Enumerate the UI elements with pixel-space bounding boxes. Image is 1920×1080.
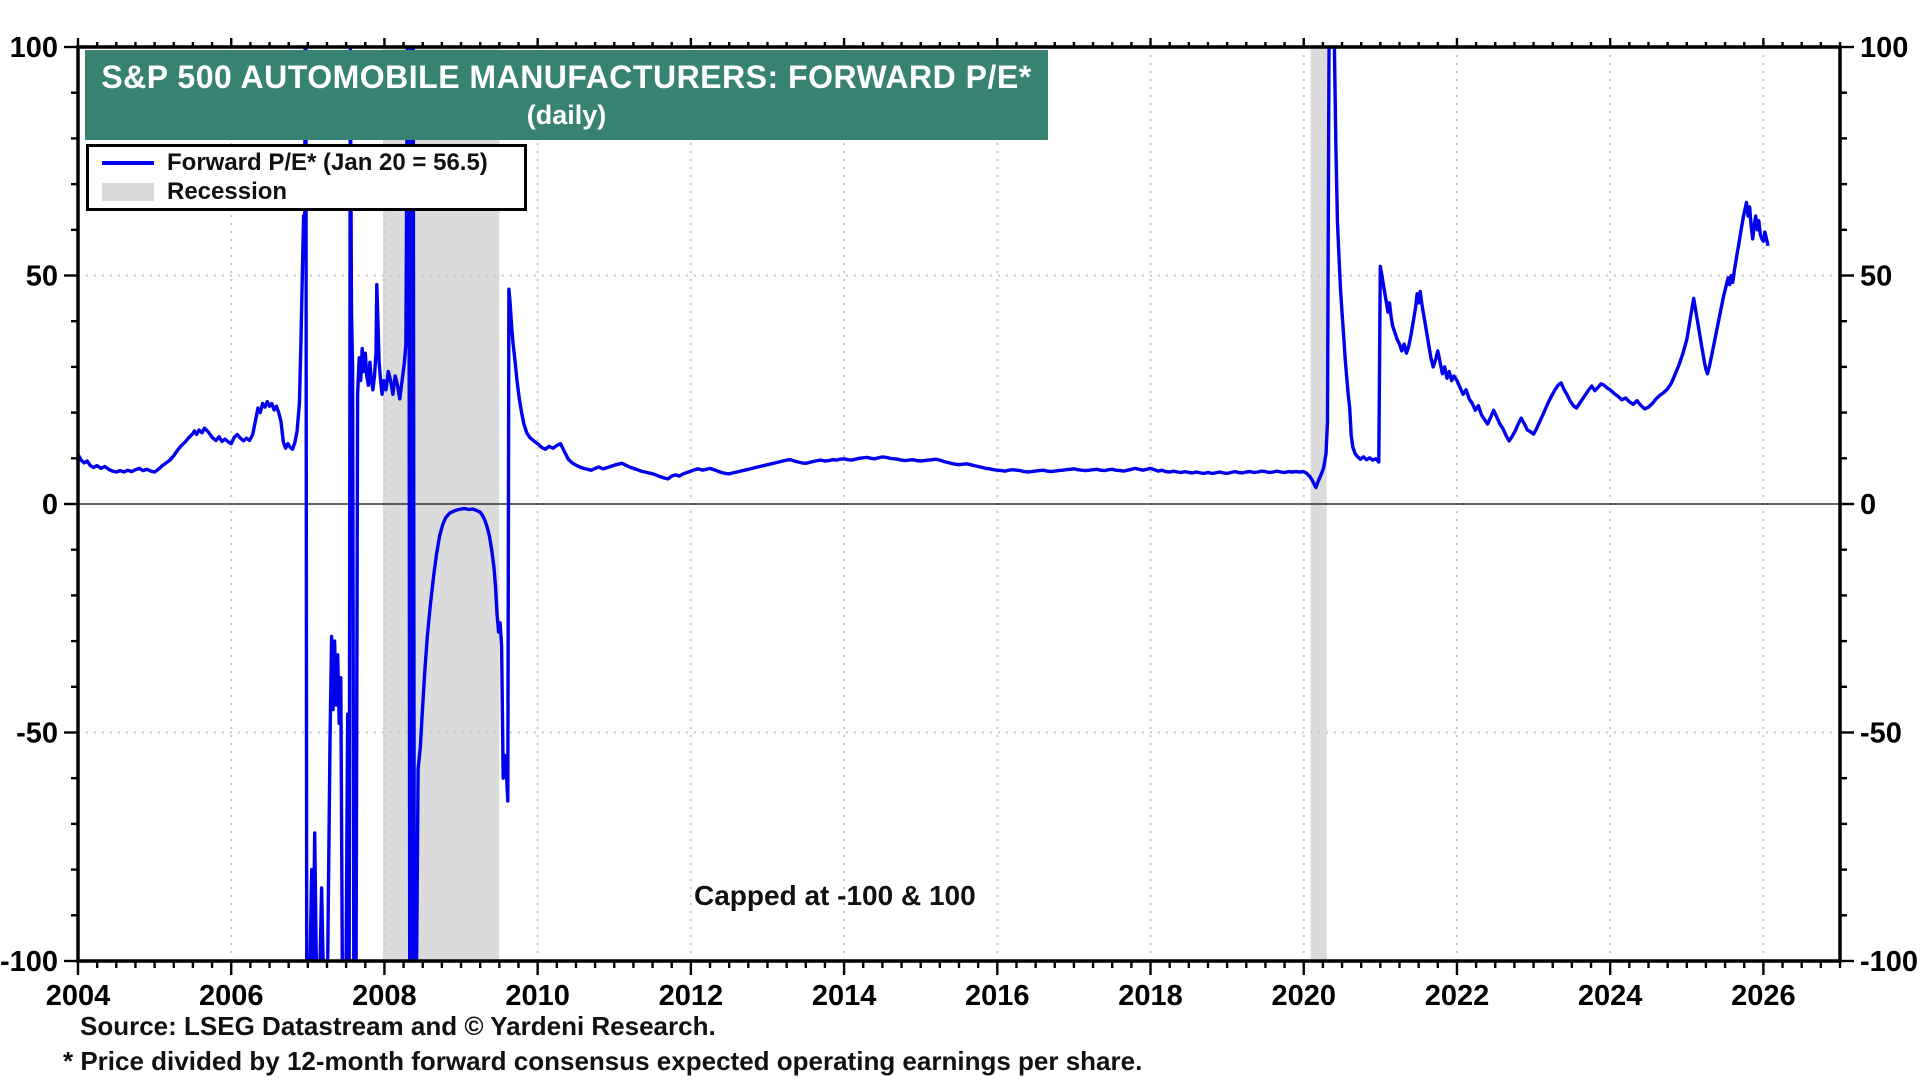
x-axis-label: 2026 xyxy=(1731,980,1796,1012)
chart-title: S&P 500 AUTOMOBILE MANUFACTURERS: FORWAR… xyxy=(101,59,1032,96)
recession-swatch xyxy=(102,183,154,201)
x-axis-label: 2004 xyxy=(46,980,111,1012)
x-axis-label: 2014 xyxy=(812,980,877,1012)
y-axis-label-right: 100 xyxy=(1860,32,1908,64)
y-axis-label-left: 50 xyxy=(26,261,58,293)
legend-series-label: Forward P/E* (Jan 20 = 56.5) xyxy=(167,149,488,176)
line-series-swatch xyxy=(102,161,154,165)
legend-item-recession: Recession xyxy=(102,179,524,205)
y-axis-label-left: 100 xyxy=(10,32,58,64)
forward-pe-line xyxy=(78,47,1770,961)
legend-recession-label: Recession xyxy=(167,178,288,205)
x-axis-label: 2024 xyxy=(1578,980,1643,1012)
x-axis-label: 2010 xyxy=(505,980,570,1012)
y-axis-label-left: -50 xyxy=(16,718,58,750)
chart-subtitle: (daily) xyxy=(526,99,607,130)
x-axis-label: 2018 xyxy=(1118,980,1183,1012)
x-axis-label: 2016 xyxy=(965,980,1030,1012)
legend: Forward P/E* (Jan 20 = 56.5) Recession xyxy=(86,144,527,211)
x-axis-label: 2020 xyxy=(1271,980,1336,1012)
footnote-line: * Price divided by 12-month forward cons… xyxy=(63,1046,1143,1076)
capped-annotation: Capped at -100 & 100 xyxy=(694,880,976,911)
y-axis-label-right: -50 xyxy=(1860,718,1902,750)
x-axis-label: 2008 xyxy=(352,980,417,1012)
legend-item-forward-pe: Forward P/E* (Jan 20 = 56.5) xyxy=(102,150,524,176)
x-axis-label: 2012 xyxy=(659,980,724,1012)
y-axis-label-right: -100 xyxy=(1860,946,1918,978)
y-axis-label-left: -100 xyxy=(0,946,58,978)
x-axis-label: 2006 xyxy=(199,980,264,1012)
y-axis-label-right: 50 xyxy=(1860,261,1892,293)
chart-title-bar: S&P 500 AUTOMOBILE MANUFACTURERS: FORWAR… xyxy=(85,50,1048,140)
axis-ticks xyxy=(64,38,1854,975)
x-axis-label: 2022 xyxy=(1425,980,1490,1012)
y-axis-label-right: 0 xyxy=(1860,489,1876,521)
source-line: Source: LSEG Datastream and © Yardeni Re… xyxy=(80,1011,716,1041)
y-axis-label-left: 0 xyxy=(42,489,58,521)
